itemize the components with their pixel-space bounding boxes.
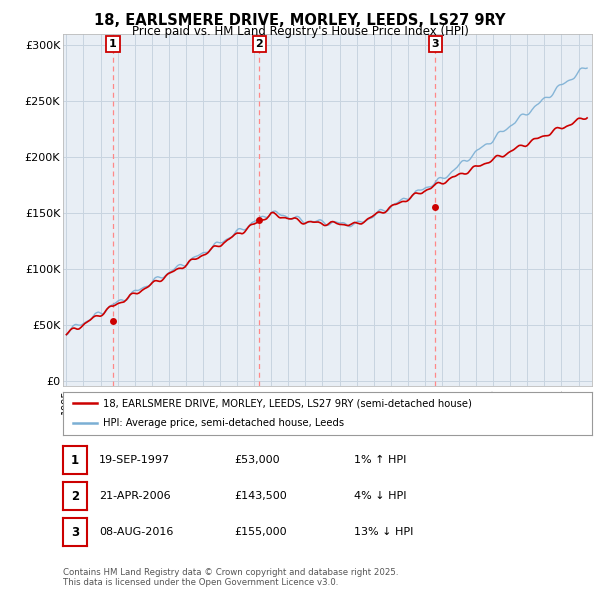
Text: HPI: Average price, semi-detached house, Leeds: HPI: Average price, semi-detached house,… — [103, 418, 344, 428]
Text: 13% ↓ HPI: 13% ↓ HPI — [354, 527, 413, 537]
Text: 1% ↑ HPI: 1% ↑ HPI — [354, 455, 406, 465]
Text: Contains HM Land Registry data © Crown copyright and database right 2025.
This d: Contains HM Land Registry data © Crown c… — [63, 568, 398, 587]
Text: 3: 3 — [71, 526, 79, 539]
Text: 18, EARLSMERE DRIVE, MORLEY, LEEDS, LS27 9RY (semi-detached house): 18, EARLSMERE DRIVE, MORLEY, LEEDS, LS27… — [103, 398, 472, 408]
Text: 19-SEP-1997: 19-SEP-1997 — [99, 455, 170, 465]
Text: 1: 1 — [71, 454, 79, 467]
Text: 21-APR-2006: 21-APR-2006 — [99, 491, 170, 501]
Text: £53,000: £53,000 — [234, 455, 280, 465]
Text: Price paid vs. HM Land Registry's House Price Index (HPI): Price paid vs. HM Land Registry's House … — [131, 25, 469, 38]
Text: 2: 2 — [256, 39, 263, 49]
Text: £155,000: £155,000 — [234, 527, 287, 537]
Text: 08-AUG-2016: 08-AUG-2016 — [99, 527, 173, 537]
Text: 18, EARLSMERE DRIVE, MORLEY, LEEDS, LS27 9RY: 18, EARLSMERE DRIVE, MORLEY, LEEDS, LS27… — [94, 13, 506, 28]
Text: 3: 3 — [431, 39, 439, 49]
Text: £143,500: £143,500 — [234, 491, 287, 501]
Text: 2: 2 — [71, 490, 79, 503]
Text: 1: 1 — [109, 39, 117, 49]
Text: 4% ↓ HPI: 4% ↓ HPI — [354, 491, 407, 501]
